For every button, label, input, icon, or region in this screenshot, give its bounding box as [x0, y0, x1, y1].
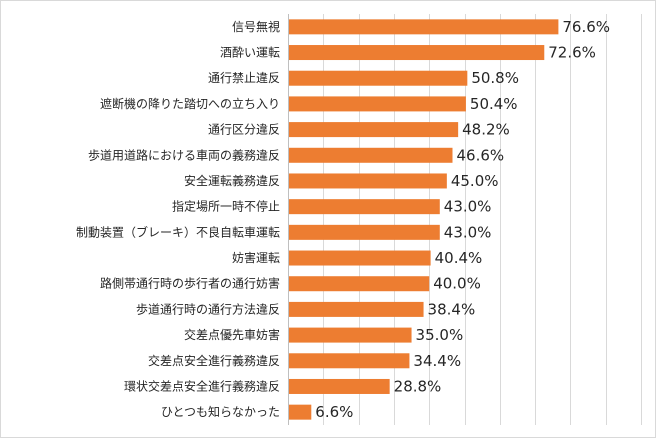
bar [289, 19, 559, 35]
bar [289, 250, 431, 266]
data-label: 35.0% [416, 326, 464, 344]
category-label: 指定場所一時不停止 [172, 199, 280, 214]
data-label: 28.8% [394, 377, 442, 395]
category-label: 妨害運転 [232, 250, 280, 265]
category-label: ひとつも知らなかった [161, 405, 280, 419]
category-label: 遮断機の降りた踏切への立ち入り [100, 96, 280, 111]
bar [289, 224, 440, 240]
bar [289, 96, 466, 112]
data-label: 50.4% [470, 95, 518, 113]
data-label: 72.6% [548, 44, 596, 62]
bar [289, 378, 390, 394]
bar [289, 327, 412, 343]
bar [289, 173, 447, 189]
category-label: 交差点安全進行義務違反 [148, 353, 280, 368]
category-label: 交差点優先車妨害 [184, 327, 280, 342]
data-label: 40.4% [435, 249, 483, 267]
category-label: 安全運転義務違反 [184, 173, 280, 188]
category-label: 酒酔い運転 [220, 45, 280, 60]
bar [289, 301, 424, 317]
category-label: 通行区分違反 [208, 123, 280, 137]
data-label: 48.2% [462, 121, 510, 139]
value-labels: 76.6% 72.6% 50.8% 50.4% 48.2% 46.6% 45.0% 43.0%… [315, 18, 610, 421]
category-label: 信号無視 [232, 19, 280, 34]
bar [289, 404, 312, 420]
data-label: 40.0% [433, 275, 481, 293]
category-label: 通行禁止違反 [208, 71, 280, 85]
data-label: 38.4% [428, 300, 476, 318]
bar [289, 276, 430, 292]
data-label: 50.8% [471, 69, 519, 87]
bar [289, 147, 453, 163]
bar [289, 70, 468, 86]
category-label: 環状交差点安全進行義務違反 [124, 378, 280, 393]
data-label: 43.0% [444, 223, 492, 241]
bar [289, 45, 545, 61]
category-label: 歩道通行時の通行方法違反 [136, 301, 280, 316]
bar [289, 353, 410, 369]
bar [289, 199, 440, 215]
data-label: 45.0% [451, 172, 499, 190]
bar [289, 122, 459, 138]
data-label: 6.6% [315, 403, 353, 421]
category-label: 歩道用道路における車両の義務違反 [88, 147, 280, 162]
data-label: 46.6% [456, 146, 504, 164]
category-labels: 信号無視酒酔い運転通行禁止違反遮断機の降りた踏切への立ち入り通行区分違反歩道用道… [76, 19, 280, 419]
category-label: 路側帯通行時の歩行者の通行妨害 [100, 276, 280, 291]
data-label: 76.6% [562, 18, 610, 36]
data-label: 34.4% [413, 352, 461, 370]
category-label: 制動装置（ブレーキ）不良自転車運転 [76, 224, 280, 239]
data-label: 43.0% [444, 198, 492, 216]
bars [289, 19, 559, 420]
